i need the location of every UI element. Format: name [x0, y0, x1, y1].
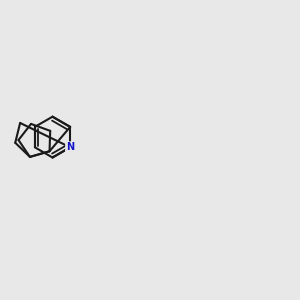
- Text: N: N: [66, 142, 74, 152]
